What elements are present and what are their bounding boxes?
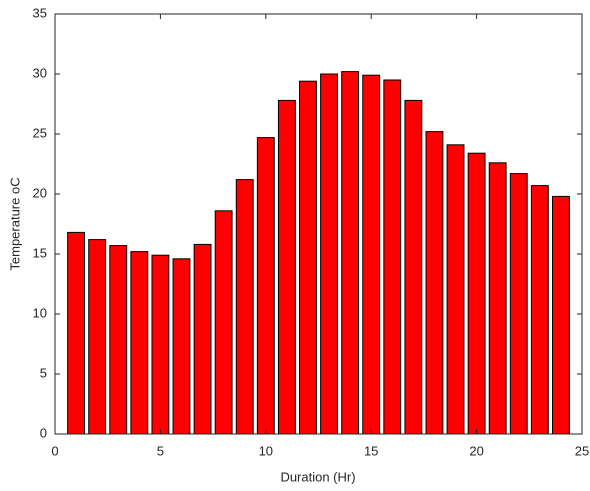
x-tick-label: 20 — [469, 443, 483, 458]
bar — [109, 245, 128, 435]
bar — [404, 99, 423, 435]
y-tick-label: 0 — [40, 425, 47, 440]
bar — [467, 152, 486, 435]
bar — [214, 210, 233, 435]
x-tick-label: 5 — [157, 443, 164, 458]
y-tick-label: 5 — [40, 365, 47, 380]
x-tick-label: 25 — [575, 443, 589, 458]
y-tick-label: 35 — [33, 5, 47, 20]
y-axis-label: Temperature oC — [7, 177, 22, 270]
bar — [425, 131, 444, 435]
x-tick-label: 15 — [364, 443, 378, 458]
bar — [193, 243, 212, 435]
bar — [383, 79, 402, 435]
plot-frame — [54, 13, 583, 435]
bar — [341, 71, 360, 435]
bar — [88, 239, 107, 435]
y-tick-label: 25 — [33, 125, 47, 140]
y-tick-label: 20 — [33, 185, 47, 200]
bar — [172, 258, 191, 435]
y-tick-label: 15 — [33, 245, 47, 260]
bar — [299, 80, 317, 435]
bar — [446, 144, 465, 435]
x-axis-label: Duration (Hr) — [280, 469, 355, 484]
bar — [362, 74, 381, 435]
bar — [235, 179, 254, 435]
y-tick-label: 10 — [33, 305, 47, 320]
bar — [67, 231, 86, 435]
bar — [130, 251, 149, 435]
bar — [277, 99, 296, 435]
bar — [530, 185, 549, 435]
bar — [488, 162, 507, 435]
bar — [509, 173, 528, 435]
bar — [256, 137, 275, 435]
y-tick-label: 30 — [33, 65, 47, 80]
x-tick-label: 10 — [259, 443, 273, 458]
x-tick-label: 0 — [51, 443, 58, 458]
bar — [320, 73, 338, 435]
bar — [551, 195, 570, 435]
bar — [151, 254, 170, 435]
